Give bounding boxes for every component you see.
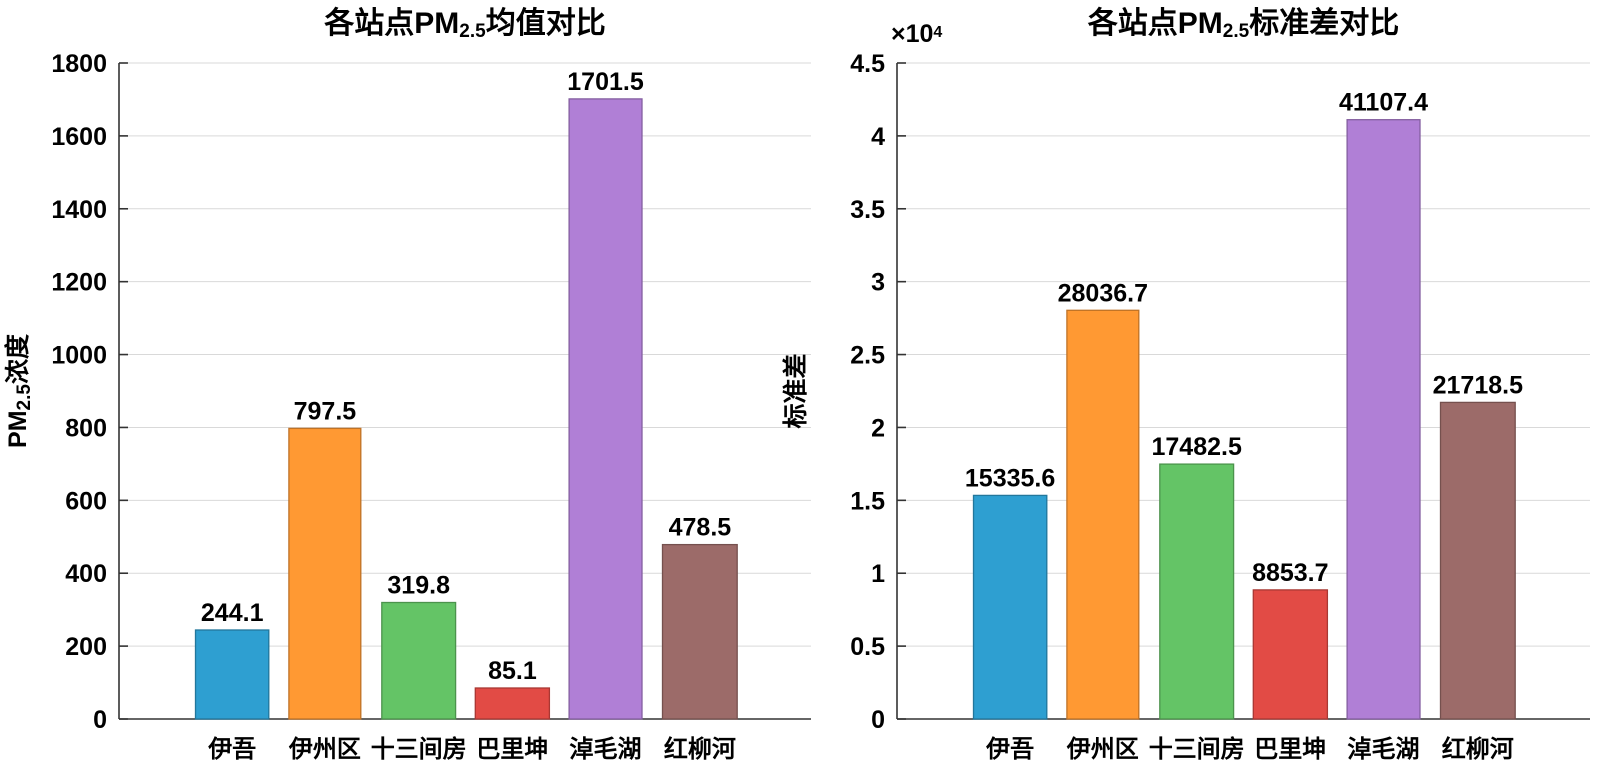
- svg-text:1701.5: 1701.5: [567, 68, 644, 96]
- svg-text:巴里坤: 巴里坤: [1254, 736, 1326, 763]
- svg-text:800: 800: [65, 414, 107, 442]
- svg-text:200: 200: [65, 633, 107, 661]
- svg-text:1: 1: [871, 560, 885, 588]
- svg-text:600: 600: [65, 487, 107, 515]
- svg-text:巴里坤: 巴里坤: [476, 736, 548, 763]
- svg-text:淖毛湖: 淖毛湖: [570, 736, 642, 763]
- svg-text:0: 0: [93, 706, 107, 734]
- svg-text:85.1: 85.1: [488, 657, 537, 685]
- svg-text:1400: 1400: [51, 196, 107, 224]
- svg-text:4: 4: [871, 123, 885, 151]
- svg-text:1600: 1600: [51, 123, 107, 151]
- svg-text:伊州区: 伊州区: [288, 736, 361, 763]
- svg-text:十三间房: 十三间房: [1149, 735, 1245, 763]
- svg-text:400: 400: [65, 560, 107, 588]
- svg-text:1000: 1000: [51, 342, 107, 370]
- svg-text:伊吾: 伊吾: [985, 736, 1034, 763]
- svg-text:2.5: 2.5: [850, 342, 885, 370]
- svg-text:4.5: 4.5: [850, 50, 885, 78]
- svg-text:319.8: 319.8: [387, 572, 450, 600]
- svg-text:3.5: 3.5: [850, 196, 885, 224]
- svg-text:1800: 1800: [51, 50, 107, 78]
- svg-text:28036.7: 28036.7: [1058, 279, 1148, 307]
- svg-text:1.5: 1.5: [850, 487, 885, 515]
- svg-text:244.1: 244.1: [201, 599, 264, 627]
- svg-text:17482.5: 17482.5: [1152, 433, 1242, 461]
- svg-text:3: 3: [871, 269, 885, 297]
- svg-text:标准差: 标准差: [781, 353, 810, 428]
- svg-text:15335.6: 15335.6: [965, 464, 1055, 492]
- svg-text:红柳河: 红柳河: [664, 735, 736, 763]
- svg-text:红柳河: 红柳河: [1442, 735, 1514, 763]
- svg-text:21718.5: 21718.5: [1433, 371, 1523, 399]
- svg-text:1200: 1200: [51, 269, 107, 297]
- svg-text:淖毛湖: 淖毛湖: [1348, 736, 1420, 763]
- svg-text:伊州区: 伊州区: [1066, 736, 1139, 763]
- svg-text:2: 2: [871, 414, 885, 442]
- svg-text:478.5: 478.5: [669, 514, 732, 542]
- svg-text:十三间房: 十三间房: [371, 735, 467, 763]
- svg-text:8853.7: 8853.7: [1252, 559, 1328, 587]
- svg-text:797.5: 797.5: [294, 397, 357, 425]
- svg-text:0.5: 0.5: [850, 633, 885, 661]
- svg-text:41107.4: 41107.4: [1339, 89, 1428, 117]
- svg-text:伊吾: 伊吾: [207, 736, 256, 763]
- svg-text:0: 0: [871, 706, 885, 734]
